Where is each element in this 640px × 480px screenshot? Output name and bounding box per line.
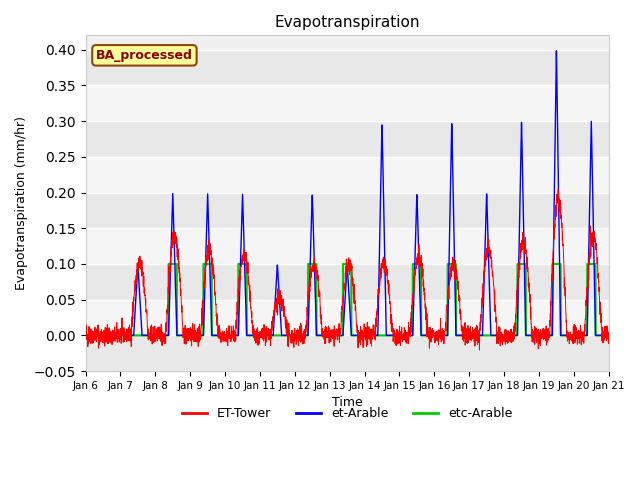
Bar — [86, 192, 609, 228]
Y-axis label: Evapotranspiration (mm/hr): Evapotranspiration (mm/hr) — [15, 116, 28, 290]
Title: Evapotranspiration: Evapotranspiration — [275, 15, 420, 30]
X-axis label: Time: Time — [332, 396, 362, 409]
Legend: ET-Tower, et-Arable, etc-Arable: ET-Tower, et-Arable, etc-Arable — [177, 402, 518, 425]
Bar — [86, 157, 609, 192]
Bar — [86, 264, 609, 300]
Bar — [86, 336, 609, 371]
Text: BA_processed: BA_processed — [96, 49, 193, 62]
Bar — [86, 300, 609, 336]
Bar — [86, 85, 609, 121]
Bar — [86, 49, 609, 85]
Bar — [86, 228, 609, 264]
Bar — [86, 121, 609, 157]
